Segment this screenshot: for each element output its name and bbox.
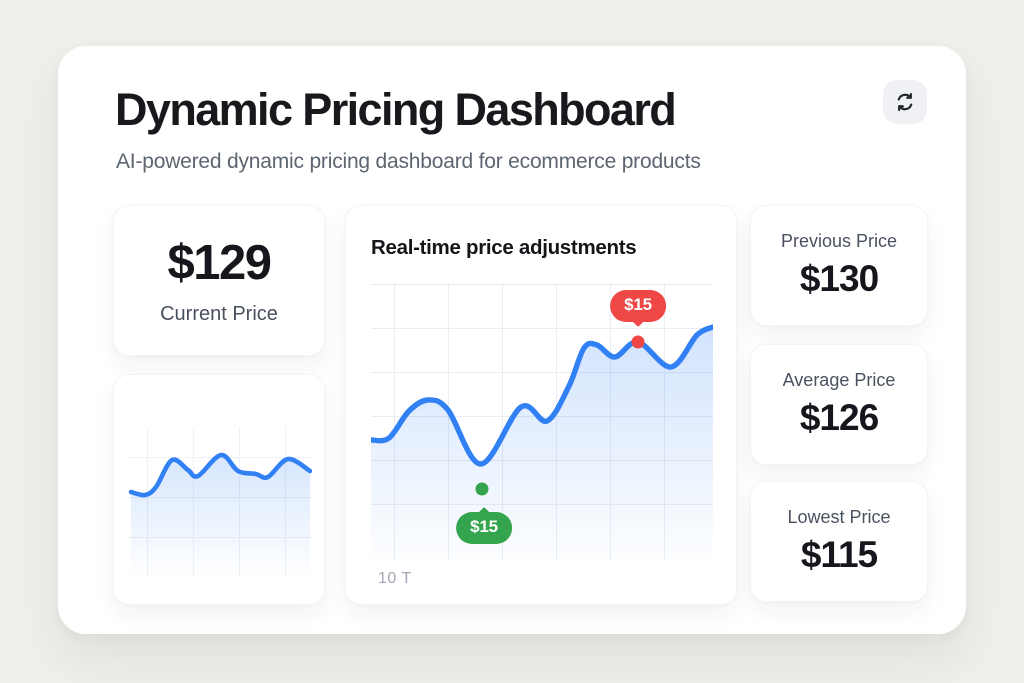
refresh-button[interactable] — [883, 80, 927, 124]
price-badge-low-label: $15 — [470, 517, 498, 536]
refresh-icon — [894, 91, 916, 113]
price-badge-high: $15 — [610, 290, 666, 322]
x-axis-tick-label: 10 T — [378, 570, 412, 587]
realtime-chart-card: Real-time price adjustments $15 — [345, 205, 737, 605]
page-title: Dynamic Pricing Dashboard — [115, 84, 677, 135]
page-subtitle: AI-powered dynamic pricing dashboard for… — [116, 150, 701, 173]
realtime-chart-svg — [371, 324, 713, 560]
dashboard-card: Dynamic Pricing Dashboard AI-powered dyn… — [58, 46, 966, 634]
price-badge-low: $15 — [456, 512, 512, 544]
price-badge-high-label: $15 — [624, 295, 652, 314]
sparkline-svg — [128, 452, 312, 577]
current-price-label: Current Price — [160, 303, 278, 325]
lowest-price-card: Lowest Price $115 — [750, 481, 928, 602]
realtime-price-chart[interactable]: $15 $15 — [371, 283, 713, 560]
previous-price-card: Previous Price $130 — [750, 205, 928, 326]
average-price-card: Average Price $126 — [750, 344, 928, 465]
price-sparkline-card — [113, 374, 325, 605]
price-sparkline-chart — [128, 427, 312, 577]
average-price-value: $126 — [799, 397, 879, 438]
lowest-price-label: Lowest Price — [787, 507, 891, 527]
current-price-card: $129 Current Price — [113, 205, 325, 356]
average-price-label: Average Price — [782, 370, 896, 390]
previous-price-value: $130 — [799, 258, 879, 299]
chart-title: Real-time price adjustments — [371, 236, 637, 259]
price-point-dot-low — [475, 482, 489, 496]
current-price-value: $129 — [167, 236, 272, 290]
price-point-dot-high — [631, 335, 645, 349]
lowest-price-value: $115 — [800, 534, 878, 575]
previous-price-label: Previous Price — [780, 231, 898, 251]
